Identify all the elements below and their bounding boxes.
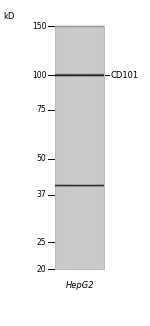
Text: 20: 20: [37, 265, 46, 274]
Bar: [86, 26, 88, 269]
Bar: [98, 26, 100, 269]
Text: HepG2: HepG2: [66, 281, 94, 290]
Bar: [57, 26, 59, 269]
Bar: [60, 26, 62, 269]
Bar: [75, 26, 77, 269]
Bar: [96, 26, 98, 269]
Bar: [101, 26, 103, 269]
Text: 100: 100: [32, 70, 46, 80]
Bar: [82, 26, 83, 269]
Bar: [90, 26, 91, 269]
Bar: [72, 26, 73, 269]
Bar: [85, 26, 86, 269]
Text: CD101: CD101: [110, 70, 138, 80]
Bar: [55, 26, 57, 269]
Bar: [73, 26, 75, 269]
Bar: [91, 26, 93, 269]
Bar: [68, 26, 70, 269]
Bar: [65, 26, 67, 269]
Bar: [67, 26, 68, 269]
Bar: [62, 26, 64, 269]
Bar: [88, 26, 90, 269]
Bar: [55, 26, 104, 269]
Text: 25: 25: [37, 238, 46, 247]
Text: 75: 75: [37, 105, 46, 114]
Text: kD: kD: [3, 12, 15, 21]
Bar: [70, 26, 72, 269]
Bar: [64, 26, 65, 269]
Bar: [93, 26, 95, 269]
Bar: [83, 26, 85, 269]
Bar: [59, 26, 60, 269]
Bar: [100, 26, 101, 269]
Text: 150: 150: [32, 22, 46, 31]
Bar: [80, 26, 82, 269]
Bar: [103, 26, 104, 269]
Bar: [95, 26, 96, 269]
Bar: [78, 26, 80, 269]
Bar: [77, 26, 78, 269]
Text: 37: 37: [37, 190, 46, 200]
Text: 50: 50: [37, 154, 46, 163]
